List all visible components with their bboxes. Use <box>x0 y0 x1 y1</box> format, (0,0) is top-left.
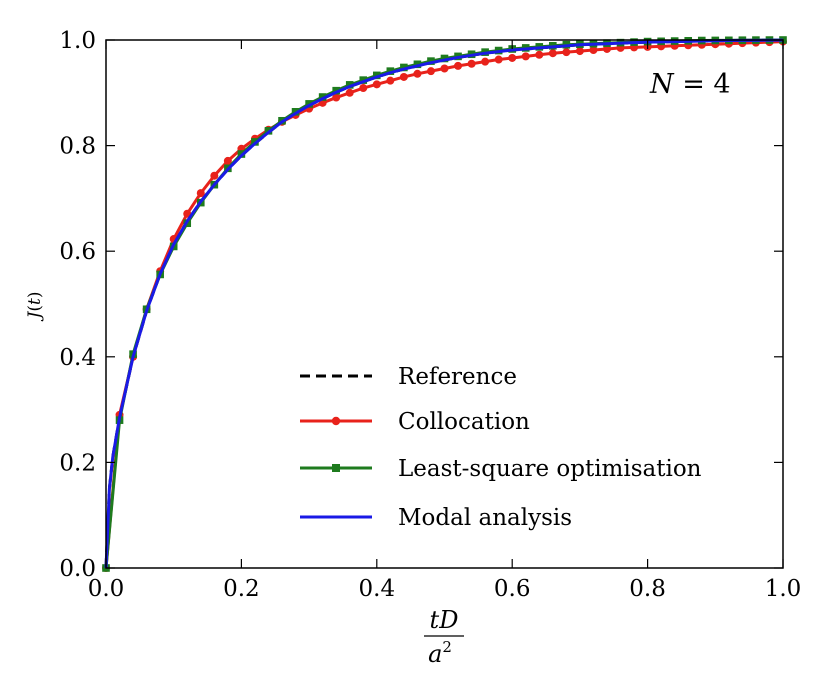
data-point <box>454 61 463 70</box>
x-tick-label: 0.2 <box>223 576 260 602</box>
data-point <box>399 72 408 81</box>
x-axis-label-denominator-exponent: 2 <box>442 638 452 656</box>
data-point <box>481 57 490 66</box>
data-point <box>562 48 571 57</box>
plot-area <box>106 40 783 568</box>
data-point <box>494 55 503 64</box>
data-point <box>440 54 449 63</box>
data-point <box>386 67 395 75</box>
y-axis-label: J(t) <box>25 292 45 322</box>
x-axis-label-denominator-base: a <box>428 640 442 668</box>
x-tick-label: 0.4 <box>359 576 396 602</box>
plot-frame <box>105 39 784 569</box>
legend-label-modal: Modal analysis <box>398 505 572 531</box>
data-point <box>467 59 476 68</box>
data-point <box>589 46 598 55</box>
annotation-n: N = 4 <box>649 69 731 100</box>
data-point <box>508 53 517 62</box>
y-tick-label: 1.0 <box>59 28 96 54</box>
x-tick-label: 0.0 <box>88 576 125 602</box>
y-axis-label-arg: t <box>25 298 45 305</box>
data-point <box>196 189 205 198</box>
x-tick-label: 0.8 <box>629 576 666 602</box>
data-point <box>602 44 611 53</box>
data-point <box>223 156 232 165</box>
x-axis-label-denominator: a2 <box>428 638 452 668</box>
series-line-modal-analysis <box>104 38 784 569</box>
data-point <box>427 57 435 65</box>
y-axis-label-base: J <box>25 310 45 321</box>
legend: Reference Collocation Least-square optim… <box>300 364 702 531</box>
data-point <box>535 50 544 59</box>
legend-marker-collocation <box>331 416 341 426</box>
data-point <box>426 67 435 76</box>
data-point <box>359 84 368 93</box>
data-point <box>373 71 381 80</box>
data-point <box>548 49 557 58</box>
legend-label-least-square: Least-square optimisation <box>398 456 702 482</box>
legend-label-reference: Reference <box>398 364 517 390</box>
x-tick-label: 1.0 <box>765 576 802 602</box>
data-point <box>386 76 395 85</box>
data-point <box>575 47 584 56</box>
data-point <box>400 63 408 72</box>
data-point <box>345 88 354 97</box>
data-point <box>413 69 422 78</box>
y-tick-label: 0.6 <box>59 239 96 265</box>
data-point <box>210 171 219 180</box>
data-point <box>521 52 530 61</box>
data-point <box>372 80 381 89</box>
x-tick-label: 0.6 <box>494 576 531 602</box>
y-tick-label: 0.8 <box>59 134 96 160</box>
data-point <box>332 93 341 102</box>
legend-label-collocation: Collocation <box>398 409 530 435</box>
x-axis-label: tD a2 <box>424 606 464 668</box>
annotation-value: = 4 <box>674 69 731 100</box>
data-point <box>413 60 422 69</box>
x-axis-label-numerator: tD <box>430 606 459 634</box>
data-point <box>440 64 449 73</box>
y-tick-label: 0.2 <box>59 450 96 476</box>
y-tick-label: 0.0 <box>59 556 96 582</box>
legend-marker-least-square <box>332 464 340 472</box>
annotation-var: N <box>649 69 675 100</box>
y-tick-label: 0.4 <box>59 345 96 371</box>
ticks-layer: 0.0 0.2 0.4 0.6 0.8 1.0 0.0 0.2 0.4 0.6 0.8 1.0 <box>59 28 801 602</box>
